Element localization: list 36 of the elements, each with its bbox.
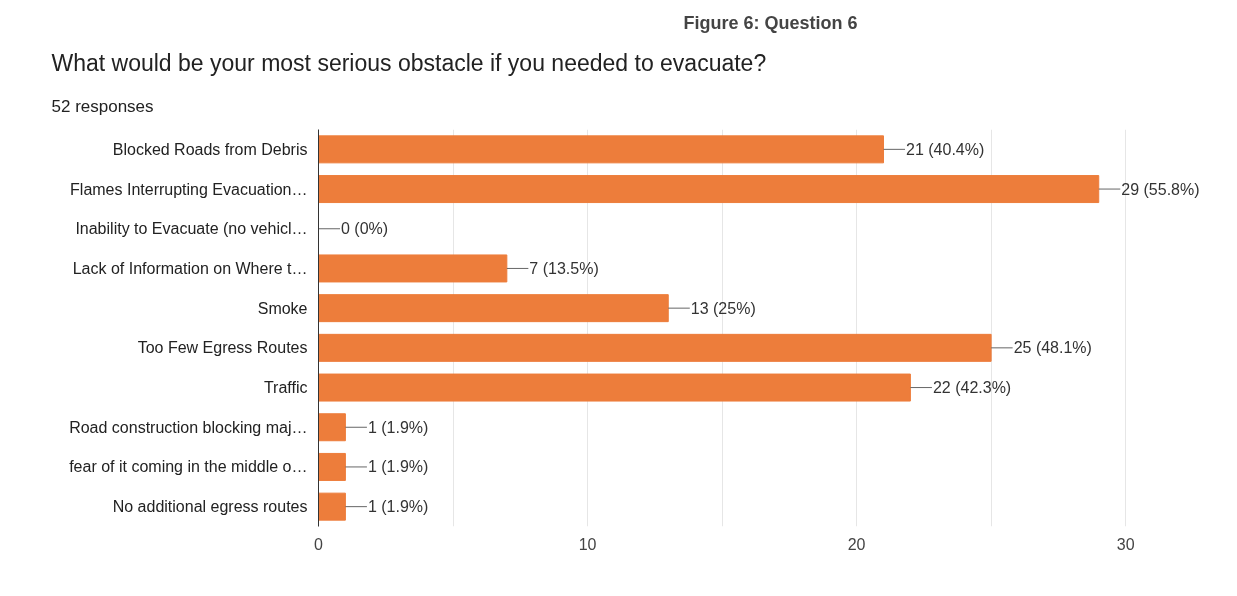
data-label: 1 (1.9%): [367, 458, 429, 476]
bar: [318, 492, 346, 521]
data-label: 7 (13.5%): [529, 259, 599, 277]
caption: Figure 6: Question 6: [683, 12, 858, 33]
x-tick-label: 20: [847, 535, 866, 553]
y-tick-label: No additional egress routes: [112, 498, 308, 516]
bar: [318, 452, 346, 481]
data-label: 13 (25%): [690, 299, 756, 317]
bar: [318, 333, 992, 362]
y-tick-label: Road construction blocking maj…: [69, 418, 308, 436]
bar: [318, 175, 1100, 204]
text: 52 responses: [51, 96, 154, 116]
bar: [318, 254, 508, 283]
x-tick-label: 0: [314, 535, 324, 553]
bar: [318, 373, 911, 402]
y-tick-label: Flames Interrupting Evacuation…: [70, 180, 308, 198]
y-tick-label: Lack of Information on Where t…: [72, 259, 308, 277]
y-tick-label: Traffic: [263, 379, 308, 397]
x-tick-label: 10: [578, 535, 597, 553]
y-tick-label: fear of it coming in the middle o…: [69, 458, 308, 476]
chart-title: What would be your most serious obstacle if you needed to evacuate?: [51, 49, 767, 76]
y-tick-label: Blocked Roads from Debris: [112, 140, 308, 158]
data-label: 21 (40.4%): [906, 140, 985, 158]
bar: [318, 413, 346, 442]
data-label: 1 (1.9%): [367, 418, 429, 436]
bar: [318, 135, 884, 164]
data-label: 1 (1.9%): [367, 498, 429, 516]
data-label: 0 (0%): [341, 220, 389, 238]
data-label: 29 (55.8%): [1121, 180, 1200, 198]
data-label: 25 (48.1%): [1013, 339, 1092, 357]
y-tick-label: Inability to Evacuate (no vehicl…: [75, 220, 308, 238]
x-tick-label: 30: [1116, 535, 1135, 553]
data-label: 22 (42.3%): [932, 379, 1012, 397]
y-tick-label: Smoke: [257, 299, 308, 317]
bar: [318, 294, 669, 323]
y-tick-label: Too Few Egress Routes: [137, 339, 308, 357]
